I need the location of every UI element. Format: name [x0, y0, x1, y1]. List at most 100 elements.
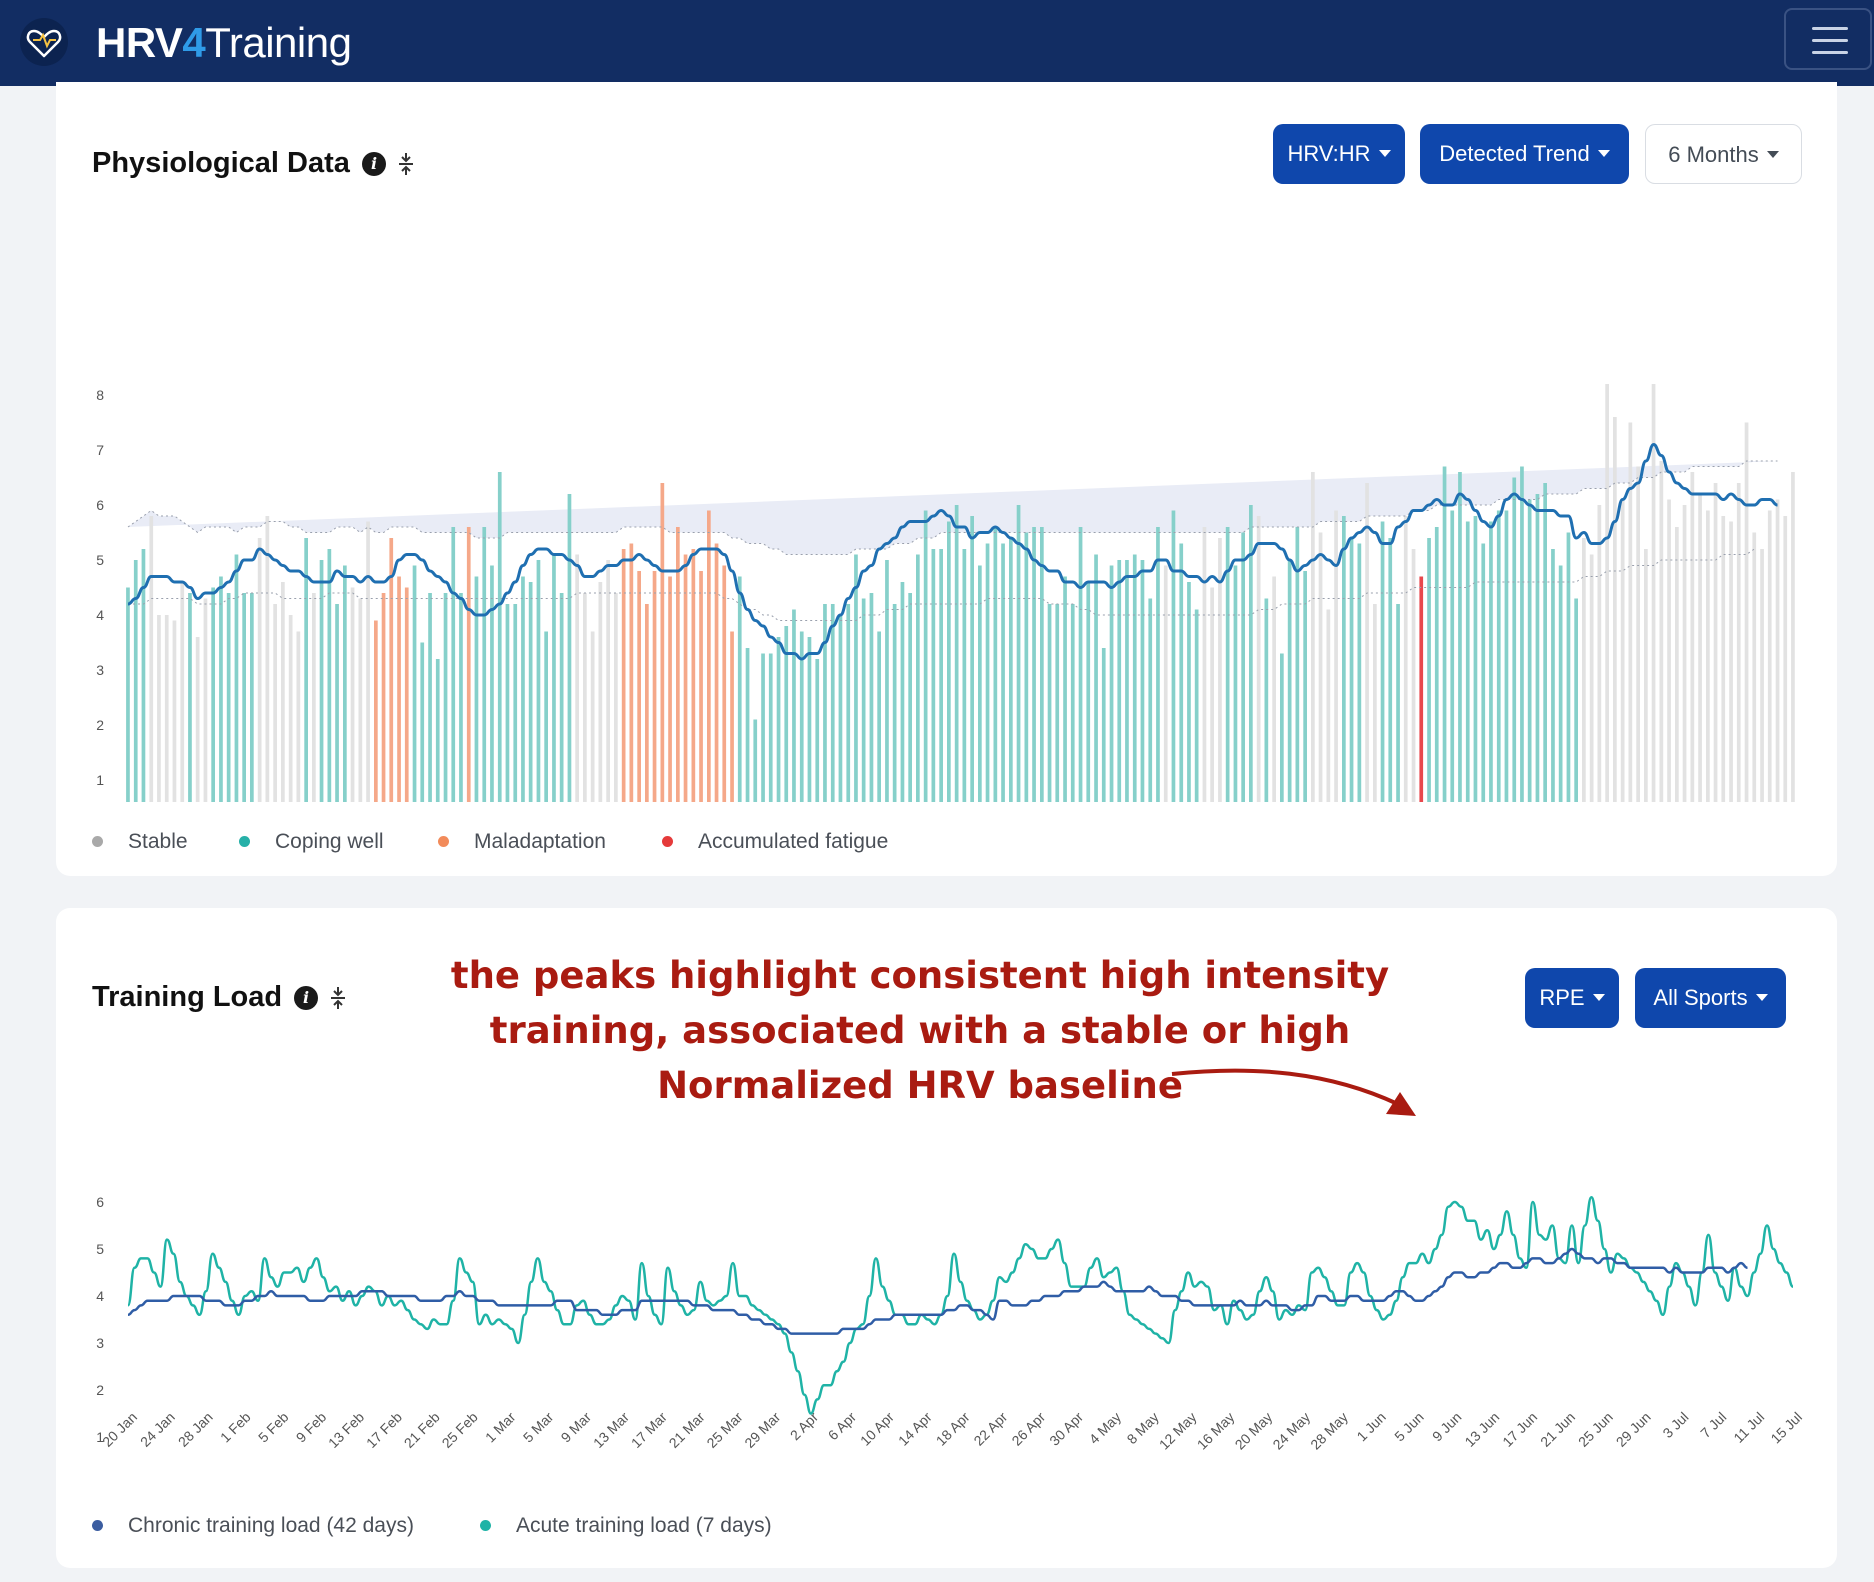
hrv-bar[interactable] — [1403, 516, 1408, 802]
hrv-bar[interactable] — [761, 653, 765, 803]
hrv-bar[interactable] — [1132, 554, 1137, 803]
hrv-bar[interactable] — [1729, 521, 1733, 803]
hrv-bar[interactable] — [1070, 604, 1075, 802]
hrv-bar[interactable] — [389, 538, 394, 802]
hrv-bar[interactable] — [366, 521, 370, 803]
hrv-bar[interactable] — [1334, 510, 1338, 803]
hrv-bar[interactable] — [1264, 598, 1269, 803]
hrv-bar[interactable] — [397, 576, 401, 803]
hrv-bar[interactable] — [1473, 516, 1478, 802]
hrv-hr-dropdown-button[interactable]: HRV:HR — [1273, 124, 1405, 184]
hrv-bar[interactable] — [1342, 516, 1346, 802]
hrv-bar[interactable] — [1434, 527, 1439, 802]
hrv-bar[interactable] — [1109, 565, 1114, 803]
hrv-bar[interactable] — [312, 593, 316, 802]
hrv-bar[interactable] — [1721, 516, 1726, 802]
info-icon[interactable]: i — [362, 152, 386, 176]
hrv-bar[interactable] — [1202, 527, 1207, 802]
hrv-bar[interactable] — [1791, 472, 1795, 802]
hrv-bar[interactable] — [435, 659, 440, 802]
hrv-bar[interactable] — [1713, 483, 1718, 802]
hrv-bar[interactable] — [1667, 499, 1671, 803]
hrv-bar[interactable] — [528, 582, 533, 802]
hrv-bar[interactable] — [1659, 461, 1664, 802]
hrv-bar[interactable] — [1311, 472, 1315, 802]
hrv-bar[interactable] — [1706, 510, 1710, 803]
hrv-bar[interactable] — [931, 549, 936, 802]
hrv-bar[interactable] — [226, 593, 231, 802]
hrv-bar[interactable] — [714, 543, 719, 803]
collapse-icon[interactable] — [396, 151, 416, 177]
hrv-bar[interactable] — [861, 598, 866, 803]
time-range-dropdown-button[interactable]: 6 Months — [1645, 124, 1802, 184]
hrv-bar[interactable] — [172, 620, 177, 803]
hrv-bar[interactable] — [374, 620, 378, 803]
hrv-bar[interactable] — [1752, 532, 1757, 803]
hrv-bar[interactable] — [1489, 521, 1493, 803]
heart-logo-icon[interactable] — [20, 18, 68, 66]
hrv-bar[interactable] — [1047, 604, 1052, 802]
hrv-bar[interactable] — [660, 483, 665, 802]
hamburger-menu-button[interactable] — [1784, 8, 1872, 70]
hrv-bar[interactable] — [768, 653, 773, 803]
hrv-bar[interactable] — [358, 598, 363, 803]
hrv-bar[interactable] — [381, 593, 386, 802]
hrv-bar[interactable] — [1651, 384, 1656, 802]
hrv-bar[interactable] — [908, 593, 912, 802]
hrv-bar[interactable] — [1086, 582, 1091, 802]
brand-logo-text[interactable]: HRV4Training — [96, 18, 352, 68]
hrv-bar[interactable] — [141, 549, 146, 802]
hrv-bar[interactable] — [412, 565, 417, 803]
hrv-bar[interactable] — [559, 593, 564, 802]
hrv-bar[interactable] — [900, 582, 905, 802]
hrv-bar[interactable] — [1218, 538, 1222, 802]
hrv-bar[interactable] — [1303, 571, 1307, 802]
hrv-bar[interactable] — [1272, 576, 1276, 803]
all-sports-dropdown-button[interactable]: All Sports — [1635, 968, 1786, 1028]
hrv-bar[interactable] — [1589, 554, 1594, 803]
hrv-bar[interactable] — [234, 554, 239, 803]
hrv-bar[interactable] — [993, 527, 998, 802]
hrv-bar[interactable] — [1388, 538, 1393, 802]
hrv-bar[interactable] — [1024, 532, 1029, 803]
rpe-dropdown-button[interactable]: RPE — [1525, 968, 1619, 1028]
hrv-bar[interactable] — [1644, 549, 1648, 802]
hrv-bar[interactable] — [776, 637, 781, 802]
hrv-bar[interactable] — [947, 521, 951, 803]
hrv-bar[interactable] — [1009, 538, 1013, 802]
hrv-bar[interactable] — [1078, 527, 1083, 802]
hrv-bar[interactable] — [1605, 384, 1609, 802]
hrv-bar[interactable] — [939, 549, 943, 802]
hrv-bar[interactable] — [1597, 505, 1602, 802]
hrv-bar[interactable] — [1775, 499, 1780, 803]
hrv-bar[interactable] — [1055, 604, 1060, 802]
hrv-bar[interactable] — [1535, 494, 1540, 802]
hrv-bar[interactable] — [877, 631, 881, 803]
hrv-bar[interactable] — [916, 554, 920, 803]
hrv-bar[interactable] — [1117, 560, 1122, 802]
hrv-bar[interactable] — [1163, 565, 1168, 803]
hrv-bar[interactable] — [1736, 483, 1741, 802]
hrv-bar[interactable] — [288, 615, 293, 802]
hrv-bar[interactable] — [1504, 510, 1509, 803]
hrv-bar[interactable] — [1620, 499, 1625, 803]
hrv-bar[interactable] — [180, 582, 185, 802]
hrv-bar[interactable] — [1210, 587, 1214, 803]
hrv-bar[interactable] — [1148, 598, 1153, 803]
hrv-bar[interactable] — [250, 593, 254, 802]
hrv-bar[interactable] — [265, 516, 270, 802]
hrv-bar[interactable] — [1040, 527, 1044, 802]
hrv-bar[interactable] — [985, 543, 990, 803]
hrv-bar[interactable] — [1318, 532, 1323, 803]
hrv-bar[interactable] — [1241, 532, 1245, 803]
hrv-bar[interactable] — [1125, 560, 1129, 802]
hrv-bar[interactable] — [892, 604, 897, 802]
hrv-bar[interactable] — [335, 604, 339, 802]
hrv-bar[interactable] — [645, 604, 649, 802]
hrv-bar[interactable] — [614, 593, 618, 802]
hrv-bar[interactable] — [1767, 510, 1772, 803]
hrv-bar[interactable] — [1032, 527, 1036, 802]
hrv-bar[interactable] — [552, 554, 556, 803]
hrv-bar[interactable] — [1465, 521, 1470, 803]
hrv-bar[interactable] — [637, 571, 641, 802]
